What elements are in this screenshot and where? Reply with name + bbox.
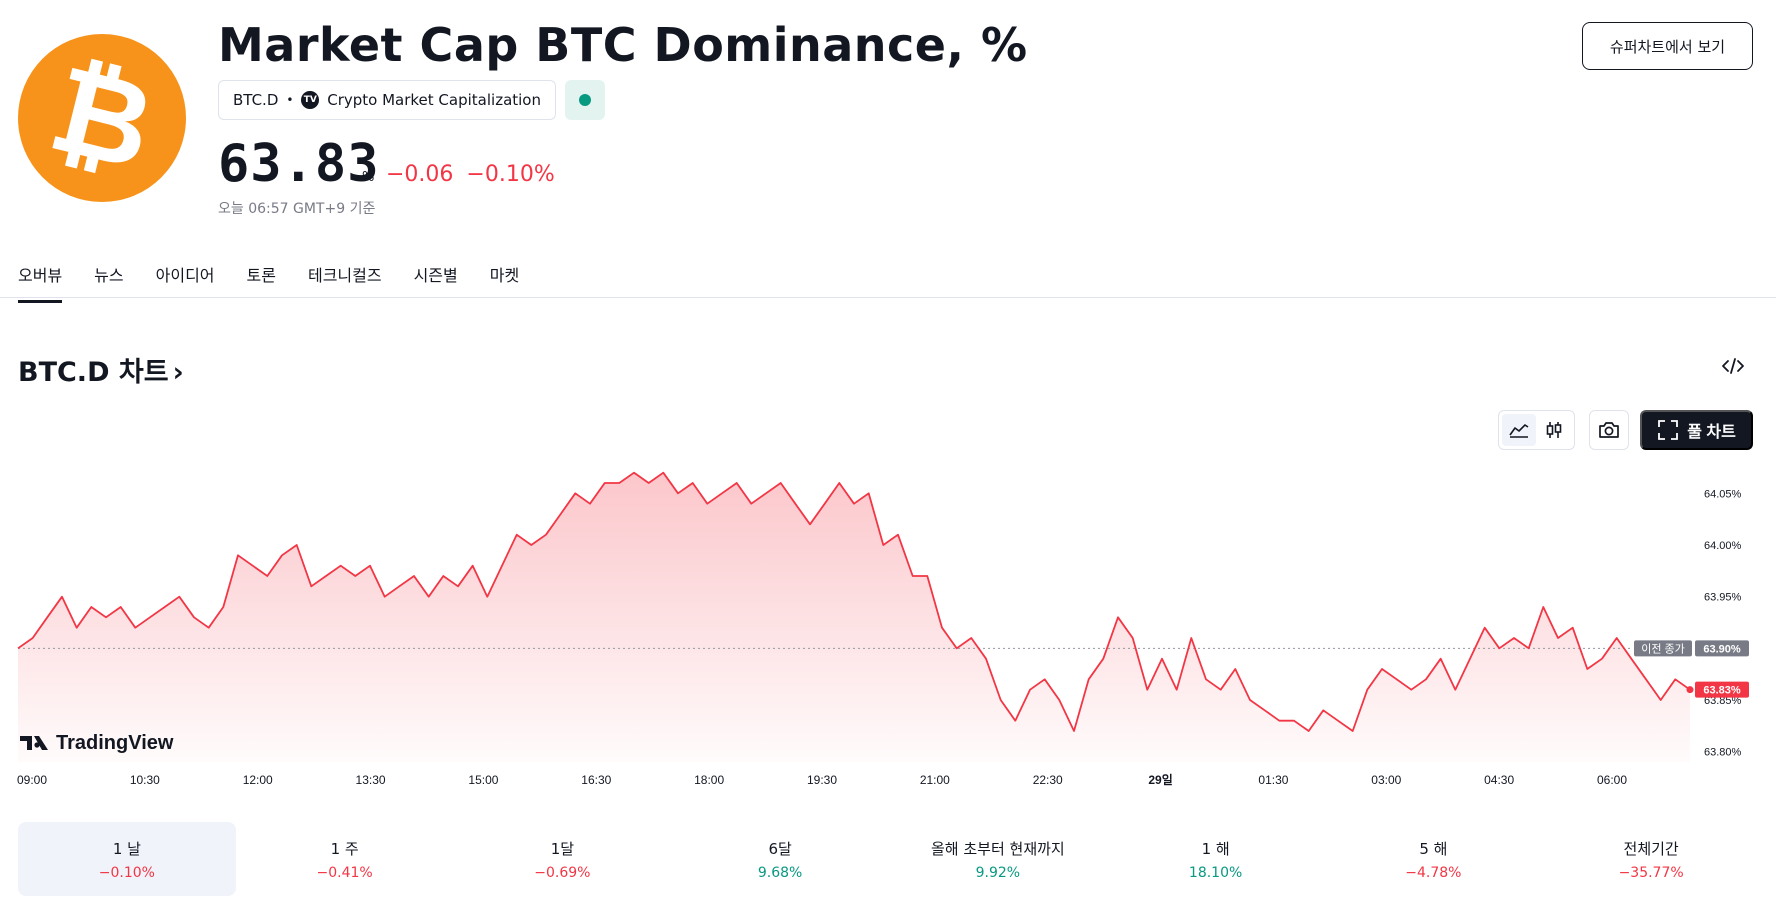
x-tick-label: 01:30 [1258,773,1288,787]
tab-markets[interactable]: 마켓 [489,266,520,285]
tab-news[interactable]: 뉴스 [94,266,124,285]
price-unit: % [362,170,375,185]
period-value: −0.10% [98,864,155,881]
x-tick-label: 16:30 [581,773,611,787]
symbol-ticker: BTC.D [233,91,279,109]
period-value: 9.92% [975,864,1021,881]
chart-title-text: BTC.D 차트 [18,357,169,388]
change-absolute: −0.06 [386,162,454,187]
tradingview-logo-icon [20,736,48,750]
camera-icon[interactable] [1589,410,1629,450]
tab-ideas[interactable]: 아이디어 [155,266,215,285]
period-label: 올해 초부터 현재까지 [931,839,1065,858]
tab-discussion[interactable]: 토론 [246,266,276,285]
period-1-day[interactable]: 1 날 −0.10% [18,822,236,896]
symbol-chip[interactable]: BTC.D • TV Crypto Market Capitalization [218,80,556,120]
period-label: 1 해 [1201,839,1230,858]
code-icon[interactable] [1720,354,1746,378]
axis-price-markers: 이전 종가 63.90% 63.83% [1634,640,1749,698]
price-change: −0.06 −0.10% [386,162,555,187]
previous-close-label-box [1634,640,1692,657]
open-supercharts-button[interactable]: 슈퍼차트에서 보기 [1582,22,1753,70]
y-tick-label: 64.05% [1704,488,1742,500]
tradingview-watermark: TradingView [20,732,174,754]
market-status-indicator[interactable] [565,80,605,120]
chart-style-toggle [1498,410,1575,450]
performance-periods: 1 날 −0.10% 1 주 −0.41% 1달 −0.69% 6달 9.68%… [18,822,1760,896]
y-tick-label: 63.80% [1704,747,1742,759]
x-tick-label: 06:00 [1597,773,1627,787]
period-value: −4.78% [1405,864,1462,881]
period-value: −0.69% [534,864,591,881]
tab-overview[interactable]: 오버뷰 [18,262,63,303]
period-label: 5 해 [1419,839,1448,858]
chart-section-title[interactable]: BTC.D 차트 › [18,350,184,389]
bitcoin-logo-icon: ₿ [18,34,186,202]
previous-close-label: 이전 종가 [1641,642,1685,655]
full-chart-button[interactable]: 풀 차트 [1640,410,1753,450]
section-tabs: 오버뷰 뉴스 아이디어 토론 테크니컬즈 시즌별 마켓 [18,262,519,303]
x-tick-label: 10:30 [130,773,160,787]
period-6-months[interactable]: 6달 9.68% [671,822,889,896]
last-price-dot [1686,686,1694,694]
period-label: 1달 [550,839,575,858]
tabs-divider [0,297,1776,298]
candlestick-icon[interactable] [1538,414,1572,446]
x-tick-label: 18:00 [694,773,724,787]
previous-close-value-box [1695,640,1749,657]
quote-timestamp: 오늘 06:57 GMT+9 기준 [218,201,376,217]
full-chart-label: 풀 차트 [1687,424,1736,441]
x-tick-label: 09:00 [17,773,47,787]
period-1-week[interactable]: 1 주 −0.41% [236,822,454,896]
price-line [17,471,1691,732]
period-value: 9.68% [757,864,803,881]
y-axis: 64.05% 64.00% 63.95% 63.85% 63.80% [1704,488,1742,758]
status-dot-icon [579,94,591,106]
y-tick-label: 63.85% [1704,695,1742,707]
tradingview-watermark-text: TradingView [56,732,174,754]
symbol-source: Crypto Market Capitalization [327,91,541,109]
tradingview-logo-dot-icon [34,742,40,748]
x-tick-label: 04:30 [1484,773,1514,787]
x-tick-label: 29일 [1148,773,1172,787]
period-label: 6달 [768,839,792,858]
period-1-year[interactable]: 1 해 18.10% [1107,822,1325,896]
tab-technicals[interactable]: 테크니컬즈 [307,266,382,285]
x-axis: 09:00 10:30 12:00 13:30 15:00 16:30 18:00 19:30… [17,773,1627,787]
tradingview-source-icon: TV [301,91,320,109]
x-tick-label: 13:30 [356,773,386,787]
period-all-time[interactable]: 전체기간 −35.77% [1542,822,1760,896]
x-tick-label: 19:30 [807,773,837,787]
last-price-value: 63.83% [1703,685,1741,697]
area-chart-icon[interactable] [1502,414,1536,446]
fullscreen-icon [1658,420,1679,440]
period-label: 1 날 [112,839,141,858]
price-area-chart[interactable]: 64.05% 64.00% 63.95% 63.85% 63.80% 09:00 10:3… [0,440,1776,790]
period-value: −35.77% [1618,864,1684,881]
x-tick-label: 15:00 [468,773,498,787]
x-tick-label: 21:00 [920,773,950,787]
chevron-right-icon: › [172,357,184,388]
period-ytd[interactable]: 올해 초부터 현재까지 9.92% [889,822,1107,896]
previous-close-value: 63.90% [1703,643,1741,655]
page-title: Market Cap BTC Dominance, % [218,18,1028,72]
x-tick-label: 22:30 [1033,773,1063,787]
period-label: 전체기간 [1623,839,1679,858]
period-value: 18.10% [1188,864,1243,881]
period-5-years[interactable]: 5 해 −4.78% [1325,822,1543,896]
period-label: 1 주 [330,839,359,858]
tab-seasonals[interactable]: 시즌별 [413,266,458,285]
last-price: 63.83 [218,134,380,194]
y-tick-label: 64.00% [1704,540,1742,552]
separator-dot: • [286,93,294,107]
x-tick-label: 12:00 [243,773,273,787]
period-value: −0.41% [316,864,373,881]
y-tick-label: 63.95% [1704,592,1742,604]
x-tick-label: 03:00 [1371,773,1401,787]
svg-text:₿: ₿ [38,41,165,195]
last-price-box [1695,681,1749,698]
price-area-fill [18,472,1690,762]
change-percent: −0.10% [466,162,555,187]
period-1-month[interactable]: 1달 −0.69% [454,822,672,896]
